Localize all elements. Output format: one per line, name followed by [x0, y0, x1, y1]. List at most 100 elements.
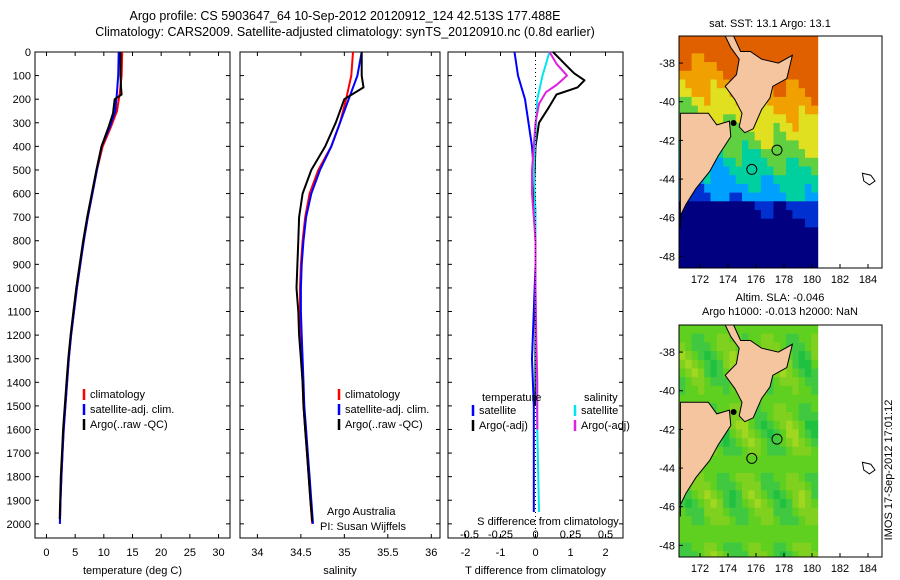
land-mass — [724, 36, 794, 134]
map-y-tick-label: -44 — [659, 174, 675, 186]
x-tick-label-salinity: -0.25 — [488, 529, 513, 541]
y-tick-label: 400 — [13, 141, 31, 153]
y-tick-label: 700 — [13, 212, 31, 224]
series-line-argo-raw-qc- — [58, 52, 123, 520]
x-tick-label: 30 — [212, 547, 224, 559]
plot-frame — [34, 51, 231, 539]
y-tick-label: 2000 — [7, 519, 31, 531]
difference-profile-panel: -2 -1 0 1 2 T difference from climatology S di… — [447, 51, 630, 577]
y-tick-label: 1900 — [7, 495, 31, 507]
x-tick-label: 34 — [251, 547, 263, 559]
imos-timestamp-label: IMOS 17-Sep-2012 17:01:12 — [883, 400, 895, 541]
map-x-tick-label: 172 — [691, 563, 709, 575]
x-tick-label: 35 — [338, 547, 350, 559]
sla-map-title-line2: Argo h1000: -0.013 h2000: NaN — [702, 306, 858, 318]
contour-ring — [746, 452, 758, 464]
x-tick-label-salinity: 0 — [532, 529, 538, 541]
map-x-tick-label: 174 — [719, 563, 737, 575]
map-frame — [678, 324, 883, 558]
map-y-tick-label: -40 — [659, 386, 675, 398]
x-tick-label-salinity: 0.25 — [560, 529, 581, 541]
legend-entry: climatology — [90, 389, 146, 401]
argo-position-marker — [771, 433, 783, 445]
map-x-tick-label: 184 — [859, 563, 877, 575]
legend-entry: satellite-adj. clim. — [90, 404, 174, 416]
legend-entry: satellite — [581, 405, 618, 417]
y-tick-label: 200 — [13, 94, 31, 106]
x-tick-label: 25 — [184, 547, 196, 559]
sla-map-panel: Altim. SLA: -0.046 Argo h1000: -0.013 h2… — [659, 292, 883, 575]
map-x-tick-label: 176 — [747, 274, 765, 286]
map-x-tick-label: 172 — [691, 274, 709, 286]
map-y-tick-label: -40 — [659, 97, 675, 109]
x-tick-label: 2 — [602, 547, 608, 559]
legend-entry: Argo(..raw -QC) — [90, 419, 168, 431]
y-tick-label: 100 — [13, 71, 31, 83]
legend-title-temperature: temperature — [482, 392, 541, 404]
x-tick-label: 35.5 — [377, 547, 398, 559]
x-tick-label: 15 — [126, 547, 138, 559]
y-tick-label: 1600 — [7, 424, 31, 436]
x-tick-label: 5 — [72, 547, 78, 559]
x-tick-label-salinity: 0.5 — [598, 529, 613, 541]
x-tick-label: 10 — [98, 547, 110, 559]
map-x-tick-label: 176 — [747, 563, 765, 575]
series-line-climatology — [58, 51, 124, 524]
y-tick-label: 0 — [25, 47, 31, 59]
x-tick-label: 36 — [425, 547, 437, 559]
map-x-tick-label: 178 — [775, 274, 793, 286]
salinity-profile-panel: 34 34.5 35 35.5 36 salinity climatology satelli… — [239, 51, 441, 577]
map-y-tick-label: -46 — [659, 213, 675, 225]
y-tick-label: 1500 — [7, 401, 31, 413]
y-tick-label: 1100 — [7, 307, 31, 319]
sst-map-panel: sat. SST: 13.1 Argo: 13.1 172 174 176 178 18… — [659, 18, 883, 286]
y-tick-label: 500 — [13, 165, 31, 177]
map-x-tick-label: 174 — [719, 274, 737, 286]
map-x-tick-label: 182 — [831, 274, 849, 286]
x-axis-label: temperature (deg C) — [83, 565, 182, 577]
x-axis-label: salinity — [323, 565, 357, 577]
annotation-argo-australia: Argo Australia — [327, 506, 396, 518]
plot-frame — [239, 51, 441, 539]
argo-position-marker — [771, 144, 783, 156]
map-y-tick-label: -46 — [659, 502, 675, 514]
map-y-tick-label: -48 — [659, 540, 675, 552]
legend-entry: Argo(-adj) — [581, 420, 630, 432]
land-mass — [679, 401, 732, 517]
series-line-temperature-satellite — [513, 51, 537, 512]
map-y-tick-label: -38 — [659, 58, 675, 70]
series-line-temperature-argo-adj- — [532, 51, 586, 406]
x-tick-label: -1 — [496, 547, 506, 559]
y-tick-label: 1700 — [7, 448, 31, 460]
figure-title-line1: Argo profile: CS 5903647_64 10-Sep-2012 … — [130, 9, 561, 23]
map-x-tick-label: 182 — [831, 563, 849, 575]
figure-title-line2: Climatology: CARS2009. Satellite-adjuste… — [95, 25, 595, 39]
cook-strait-dot — [730, 120, 737, 126]
y-tick-label: 600 — [13, 189, 31, 201]
land-mass — [679, 112, 732, 228]
y-tick-label: 300 — [13, 118, 31, 130]
y-tick-label: 1800 — [7, 472, 31, 484]
x-tick-label-salinity: -0.5 — [460, 529, 479, 541]
map-y-tick-label: -42 — [659, 135, 675, 147]
sst-map-title: sat. SST: 13.1 Argo: 13.1 — [709, 18, 831, 30]
chatham-island — [861, 172, 876, 186]
legend-entry: satellite-adj. clim. — [345, 404, 429, 416]
map-x-tick-label: 180 — [803, 563, 821, 575]
x-tick-label: 0 — [532, 547, 538, 559]
contour-ring — [746, 163, 758, 175]
series-line-argo-raw-qc- — [295, 52, 365, 522]
map-x-tick-label: 178 — [775, 563, 793, 575]
map-x-tick-label: 184 — [859, 274, 877, 286]
y-tick-label: 1200 — [7, 330, 31, 342]
x-tick-label: 0 — [43, 547, 49, 559]
chatham-island — [861, 461, 876, 475]
legend-entry: Argo(..raw -QC) — [345, 419, 423, 431]
map-field — [679, 325, 882, 557]
x-tick-label: -2 — [461, 547, 471, 559]
map-field — [679, 36, 882, 268]
series-line-satellite-adj-clim- — [299, 51, 363, 524]
y-tick-label: 1400 — [7, 377, 31, 389]
map-frame — [678, 35, 883, 269]
